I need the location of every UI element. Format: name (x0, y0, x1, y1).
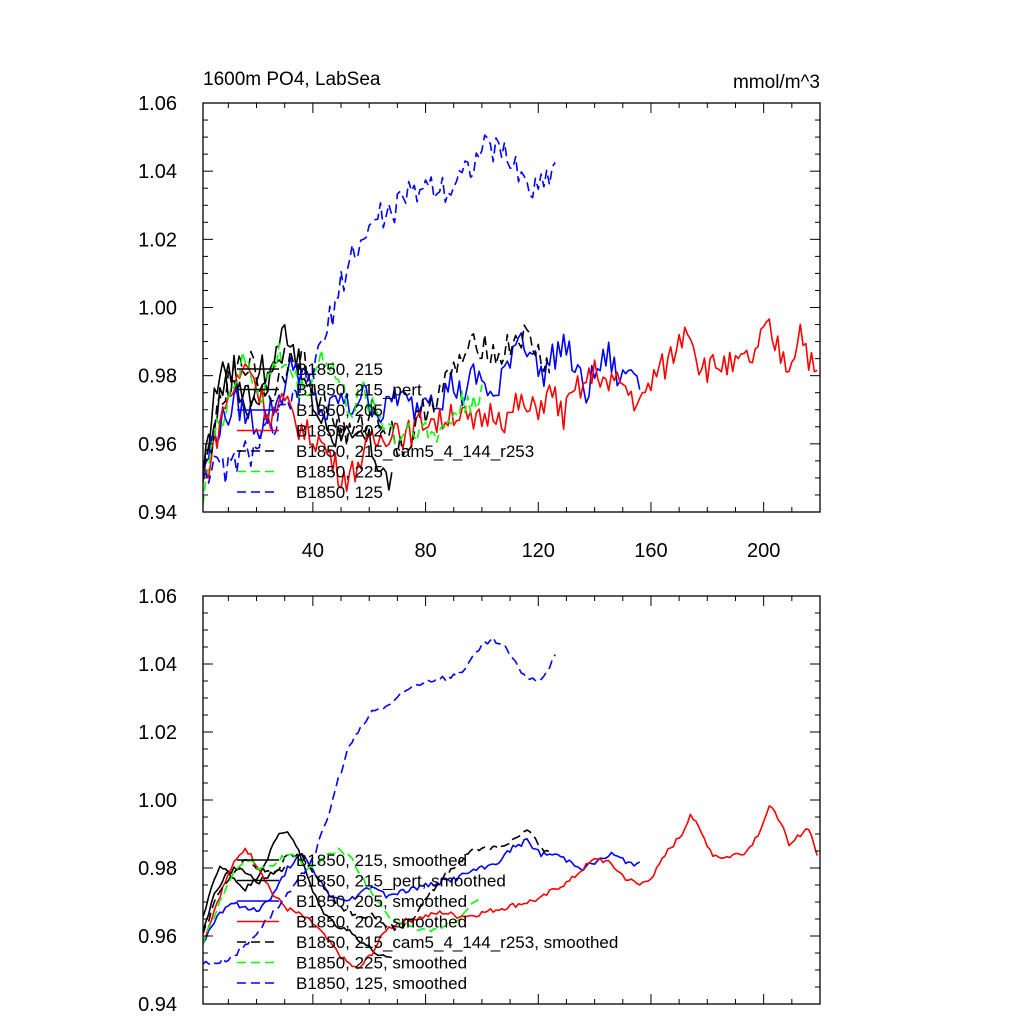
legend-label: B1850, 125, smoothed (296, 974, 467, 993)
legend-label: B1850, 125 (296, 483, 383, 502)
y-tick-label: 1.02 (138, 722, 177, 744)
series-line (203, 805, 818, 970)
y-tick-label: 1.00 (138, 298, 177, 320)
series-line (203, 829, 550, 935)
y-tick-label: 0.94 (138, 502, 177, 524)
series-line (203, 831, 392, 959)
y-tick-label: 0.94 (138, 994, 177, 1016)
legend-label: B1850, 202, smoothed (296, 913, 467, 932)
y-tick-label: 0.98 (138, 858, 177, 880)
x-tick-label: 40 (302, 540, 324, 562)
series-line (203, 324, 551, 469)
series-line (203, 636, 556, 967)
y-tick-label: 1.02 (138, 229, 177, 251)
y-tick-label: 0.96 (138, 434, 177, 456)
legend-label: B1850, 202 (296, 422, 383, 441)
x-tick-label: 160 (634, 540, 667, 562)
y-tick-label: 1.06 (138, 93, 177, 115)
chart-panel-1: 0.94 0.96 0.98 1.00 1.02 1.04 1.06 40 80 120 160 20… (138, 69, 821, 562)
series-line (203, 838, 641, 944)
x-tick-label: 120 (522, 540, 555, 562)
series-line (203, 134, 556, 485)
series-line (203, 866, 286, 932)
legend-label: B1850, 205, smoothed (296, 892, 467, 911)
legend-label: B1850, 215, smoothed (296, 851, 467, 870)
series-line (203, 318, 818, 492)
chart-units: mmol/m^3 (733, 72, 820, 93)
legend-label: B1850, 225 (296, 463, 383, 482)
y-tick-label: 1.06 (138, 586, 177, 608)
series-line (203, 324, 393, 491)
y-tick-label: 1.00 (138, 790, 177, 812)
series-line (203, 343, 483, 505)
legend-label: B1850, 215_pert, smoothed (296, 872, 506, 891)
chart-title: 1600m PO4, LabSea (203, 69, 381, 90)
legend-label: B1850, 215_pert (296, 381, 422, 400)
legend-label: B1850, 215_cam5_4_144_r253 (296, 442, 534, 461)
legend-label: B1850, 205 (296, 401, 383, 420)
legend-label: B1850, 215 (296, 360, 383, 379)
y-tick-label: 0.98 (138, 366, 177, 388)
series-line (203, 332, 641, 483)
y-tick-label: 0.96 (138, 926, 177, 948)
x-tick-label: 200 (747, 540, 780, 562)
legend: B1850, 215, smoothed B1850, 215_pert, smo… (237, 851, 618, 993)
chart-panel-2: 0.94 0.96 0.98 1.00 1.02 1.04 1.06 B1850, 215, … (138, 586, 821, 1016)
series-group (203, 134, 818, 505)
legend-label: B1850, 215_cam5_4_144_r253, smoothed (296, 933, 618, 952)
y-tick-label: 1.04 (138, 161, 177, 183)
x-tick-label: 80 (414, 540, 436, 562)
y-tick-label: 1.04 (138, 654, 177, 676)
legend-label: B1850, 225, smoothed (296, 954, 467, 973)
